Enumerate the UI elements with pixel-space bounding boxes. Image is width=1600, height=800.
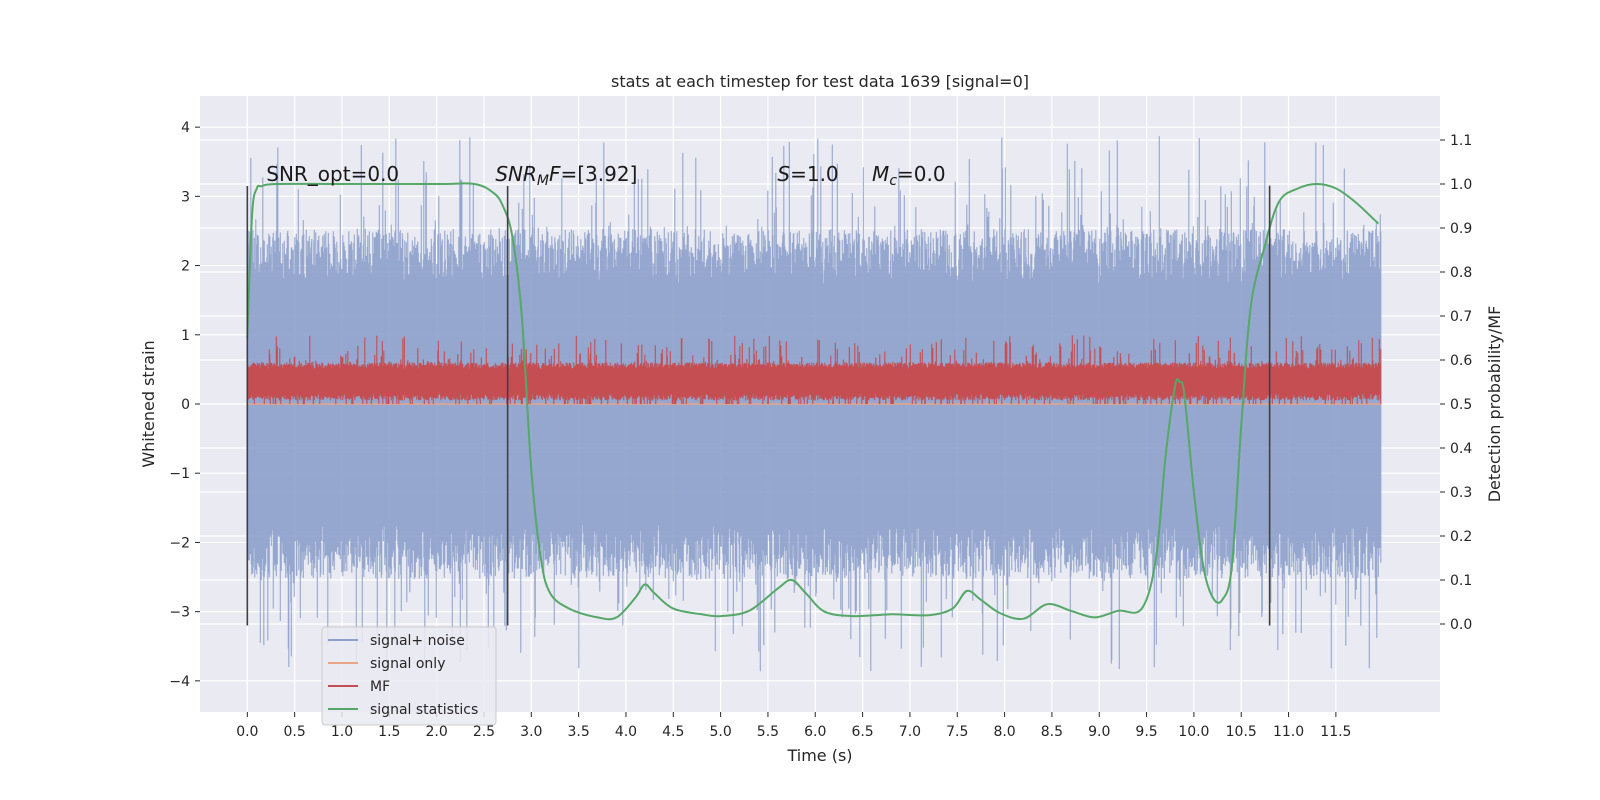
x-tick-label-2: 1.0 [331, 724, 353, 740]
y2-tick-label-2: 0.2 [1450, 529, 1472, 545]
x-tick-label-5: 2.5 [473, 724, 495, 740]
x-tick-label-15: 7.5 [946, 724, 968, 740]
x-tick-label-4: 2.0 [426, 724, 448, 740]
x-tick-label-3: 1.5 [378, 724, 400, 740]
x-tick-label-10: 5.0 [709, 724, 731, 740]
x-tick-label-20: 10.0 [1178, 724, 1209, 740]
x-tick-label-21: 10.5 [1226, 724, 1257, 740]
y-tick-label-8: 4 [181, 120, 190, 136]
y-tick-label-4: 0 [181, 397, 190, 413]
y2-tick-label-6: 0.6 [1450, 353, 1472, 369]
x-tick-label-22: 11.0 [1273, 724, 1304, 740]
x-tick-label-1: 0.5 [284, 724, 306, 740]
x-tick-label-6: 3.0 [520, 724, 542, 740]
x-tick-label-7: 3.5 [567, 724, 589, 740]
legend-label-signal-statistics: signal statistics [370, 702, 478, 718]
x-tick-label-9: 4.5 [662, 724, 684, 740]
annotation-snr-mf: SNRMF=[3.92] [495, 162, 637, 189]
y-ticks-right: 0.0 0.1 0.2 0.3 0.4 0.5 0.6 0.7 0.8 0.9 1.0 1.1 [1440, 133, 1472, 633]
annotations: SNR_opt=0.0 SNRMF=[3.92] S=1.0 Mc=0.0 [266, 162, 945, 189]
y2-tick-label-0: 0.0 [1450, 617, 1472, 633]
y2-tick-label-5: 0.5 [1450, 397, 1472, 413]
y2-tick-label-1: 0.1 [1450, 573, 1472, 589]
y-tick-label-6: 2 [181, 259, 190, 275]
y-ticks-left: −4 −3 −2 −1 0 1 2 3 4 [169, 120, 200, 690]
x-tick-label-12: 6.0 [804, 724, 826, 740]
y2-tick-label-8: 0.8 [1450, 265, 1472, 281]
legend-label-mf: MF [370, 679, 390, 695]
y2-tick-label-10: 1.0 [1450, 177, 1472, 193]
x-tick-label-0: 0.0 [236, 724, 258, 740]
y2-tick-label-9: 0.9 [1450, 221, 1472, 237]
annotation-snr-opt: SNR_opt=0.0 [266, 162, 399, 186]
y2-tick-label-3: 0.3 [1450, 485, 1472, 501]
x-tick-label-18: 9.0 [1088, 724, 1110, 740]
x-tick-label-23: 11.5 [1320, 724, 1351, 740]
chart-title: stats at each timestep for test data 163… [611, 72, 1029, 91]
y-tick-label-5: 1 [181, 328, 190, 344]
annotation-mc-label: Mc=0.0 [872, 162, 946, 189]
y-tick-label-0: −4 [169, 674, 190, 690]
series-signal-statistics [246, 182, 1380, 621]
y-tick-label-7: 3 [181, 189, 190, 205]
plot-series [246, 136, 1382, 672]
x-tick-label-13: 6.5 [851, 724, 873, 740]
y-tick-label-3: −1 [169, 466, 190, 482]
y2-tick-label-4: 0.4 [1450, 441, 1472, 457]
legend-label-signal-only: signal only [370, 656, 445, 672]
legend-label-signal-noise: signal+ noise [370, 633, 465, 649]
y-axis-label: Whitened strain [139, 340, 158, 467]
legend: signal+ noise signal only MF signal stat… [321, 626, 497, 726]
legend-box [321, 626, 497, 726]
y-tick-label-2: −2 [169, 535, 190, 551]
y2-axis-label: Detection probability/MF [1485, 306, 1504, 503]
y2-tick-label-11: 1.1 [1450, 133, 1472, 149]
vertical-markers [246, 185, 1271, 626]
annotation-s-label: S=1.0 [777, 162, 838, 186]
x-tick-label-8: 4.0 [615, 724, 637, 740]
x-tick-label-16: 8.0 [993, 724, 1015, 740]
y-tick-label-1: −3 [169, 605, 190, 621]
x-tick-label-19: 9.5 [1135, 724, 1157, 740]
x-axis-label: Time (s) [786, 746, 852, 765]
x-tick-label-11: 5.5 [757, 724, 779, 740]
x-tick-label-17: 8.5 [1041, 724, 1063, 740]
y2-tick-label-7: 0.7 [1450, 309, 1472, 325]
x-tick-label-14: 7.0 [899, 724, 921, 740]
x-ticks: 0.0 0.5 1.0 1.5 2.0 2.5 3.0 3.5 4.0 4.5 5.0 5.5 6.0 6… [236, 712, 1351, 740]
